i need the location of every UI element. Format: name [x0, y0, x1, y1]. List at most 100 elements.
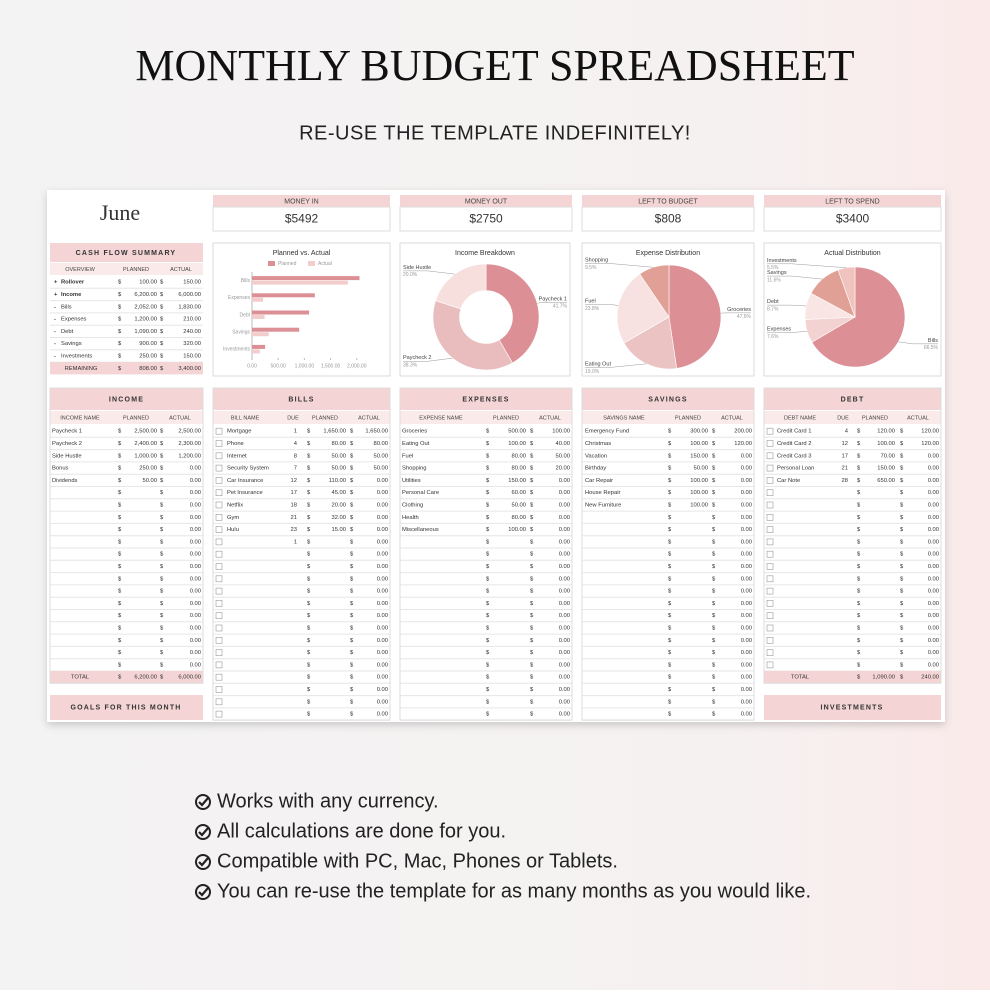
checkbox[interactable]: [216, 514, 222, 520]
actual-amount: 20.00: [555, 466, 570, 472]
actual-amount: 50.00: [555, 453, 570, 459]
slice-label: Paycheck 2: [403, 355, 431, 361]
actual-amount: 240.00: [183, 329, 201, 335]
checkbox[interactable]: [216, 490, 222, 496]
row-name: Christmas: [585, 441, 611, 447]
actual-amount: 0.00: [741, 687, 752, 693]
row-name: Hulu: [227, 527, 239, 533]
actual-amount: 0.00: [190, 490, 201, 496]
checkbox[interactable]: [767, 588, 773, 594]
actual-amount: 0.00: [928, 589, 939, 595]
checkbox[interactable]: [216, 441, 222, 447]
actual-amount: 0.00: [741, 662, 752, 668]
checkbox[interactable]: [216, 650, 222, 656]
slice-label: Expenses: [767, 326, 791, 332]
row-name: Pet Insurance: [227, 490, 263, 496]
checkbox[interactable]: [216, 625, 222, 631]
planned-amount: 32.00: [331, 515, 346, 521]
row-name: Car Insurance: [227, 478, 263, 484]
checkbox[interactable]: [216, 674, 222, 680]
slice-label: Paycheck 1: [539, 296, 567, 302]
chart-panel: [213, 243, 390, 376]
planned-amount: 2,052.00: [134, 304, 157, 310]
checkbox[interactable]: [216, 662, 222, 668]
checkbox[interactable]: [767, 613, 773, 619]
actual-amount: 200.00: [734, 429, 752, 435]
row-name: Bonus: [52, 466, 69, 472]
actual-amount: 0.00: [928, 490, 939, 496]
x-tick-label: 1,500.00: [321, 363, 341, 369]
slice-label: Eating Out: [585, 361, 611, 367]
row-label: REMAINING: [65, 366, 98, 372]
row-name: Credit Card 1: [777, 429, 811, 435]
column-header: PLANNED: [123, 415, 149, 421]
column-header: PLANNED: [123, 267, 149, 273]
row-name: Utilities: [402, 478, 421, 484]
actual-amount: 0.00: [928, 478, 939, 484]
actual-amount: 0.00: [559, 613, 570, 619]
checkbox[interactable]: [767, 502, 773, 508]
checkbox[interactable]: [216, 428, 222, 434]
row-label: Investments: [61, 354, 92, 360]
checkbox[interactable]: [767, 514, 773, 520]
checkbox[interactable]: [216, 551, 222, 557]
actual-amount: 0.00: [928, 638, 939, 644]
row-label: Debt: [61, 329, 74, 335]
checkbox[interactable]: [216, 637, 222, 643]
slice-value: 23.8%: [585, 306, 600, 312]
row-name: Personal Care: [402, 490, 439, 496]
checkbox[interactable]: [216, 453, 222, 459]
row-label: Rollover: [61, 280, 85, 286]
chart-title: Income Breakdown: [455, 250, 515, 257]
row-name: Vacation: [585, 453, 607, 459]
bar: [252, 298, 263, 302]
checkbox[interactable]: [767, 441, 773, 447]
checkbox[interactable]: [767, 625, 773, 631]
actual-amount: 0.00: [741, 453, 752, 459]
checkbox[interactable]: [767, 551, 773, 557]
checkbox[interactable]: [216, 502, 222, 508]
checkbox[interactable]: [767, 564, 773, 570]
checkbox[interactable]: [216, 613, 222, 619]
checkbox[interactable]: [767, 527, 773, 533]
checkbox[interactable]: [216, 576, 222, 582]
row-name: Health: [402, 515, 419, 521]
checkbox[interactable]: [216, 687, 222, 693]
checkbox[interactable]: [767, 477, 773, 483]
column-header: PLANNED: [493, 415, 519, 421]
x-tick-label: 1,000.00: [295, 363, 315, 369]
checkbox[interactable]: [767, 576, 773, 582]
checkbox[interactable]: [216, 477, 222, 483]
checkbox[interactable]: [767, 600, 773, 606]
checkbox[interactable]: [767, 428, 773, 434]
checkbox[interactable]: [216, 711, 222, 717]
checkbox[interactable]: [767, 637, 773, 643]
bar: [252, 328, 299, 332]
checkbox[interactable]: [216, 600, 222, 606]
card-value: $3400: [836, 212, 870, 226]
row-name: Internet: [227, 453, 247, 459]
actual-amount: 0.00: [741, 515, 752, 521]
month[interactable]: June: [100, 200, 140, 225]
actual-amount: 0.00: [741, 601, 752, 607]
column-header: DUE: [837, 415, 849, 421]
checkbox[interactable]: [767, 650, 773, 656]
checkbox[interactable]: [216, 539, 222, 545]
checkbox[interactable]: [216, 699, 222, 705]
actual-amount: 0.00: [190, 478, 201, 484]
row-name: Side Hustle: [52, 453, 82, 459]
checkbox[interactable]: [216, 588, 222, 594]
checkbox[interactable]: [216, 465, 222, 471]
checkbox[interactable]: [767, 539, 773, 545]
slice-value: 11.6%: [767, 277, 781, 283]
checkbox[interactable]: [767, 465, 773, 471]
checkbox[interactable]: [767, 662, 773, 668]
actual-amount: 0.00: [559, 503, 570, 509]
checkbox[interactable]: [767, 453, 773, 459]
checkbox[interactable]: [216, 527, 222, 533]
column-header: BILL NAME: [231, 415, 260, 421]
actual-amount: 0.00: [928, 503, 939, 509]
checkbox[interactable]: [767, 490, 773, 496]
checkbox[interactable]: [216, 564, 222, 570]
actual-amount: 1,650.00: [365, 429, 388, 435]
